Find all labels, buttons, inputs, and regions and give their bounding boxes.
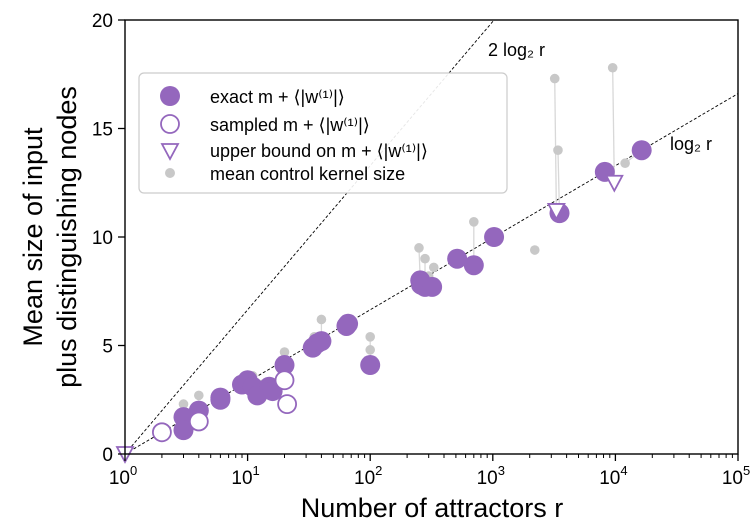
y-axis-ticks: 0 5 10 15 20 [92,11,125,466]
exact-point [463,255,484,276]
x-axis-label: Number of attractors r [301,493,564,523]
exact-point [484,227,505,247]
legend-marker-upper-bound [160,143,180,161]
sampled-point [188,411,209,432]
exact-point [631,140,652,161]
legend-box [138,72,508,194]
legend-label-sampled: sampled m + ⟨|w⁽¹⁾|⟩ [210,115,370,135]
control-kernel-point [549,73,560,84]
connector-line [554,78,558,211]
sampled-point [274,370,295,391]
annotation-log2r: log₂ r [670,134,712,154]
sampled-point [277,394,298,414]
exact-point [447,248,468,269]
exact-point [422,276,443,297]
x-tick-label: 102 [354,463,382,489]
upper-bound-point [546,203,566,221]
control-kernel-point [194,390,204,401]
control-kernel-point [420,253,430,264]
reference-line-0 [125,20,495,454]
x-tick-label: 101 [231,463,259,489]
x-axis-ticks: 100 101 102 103 104 105 [109,454,750,489]
sampled-point [152,422,172,443]
y-tick-label: 5 [102,337,113,358]
exact-point [360,355,381,376]
x-tick-label: 105 [722,463,750,489]
connector-line [612,67,615,183]
control-kernel-point [316,314,327,325]
control-kernel-point [365,345,376,355]
x-tick-label: 103 [477,463,505,489]
legend-label-control-kernel: mean control kernel size [210,164,405,184]
legend-label-upper-bound: upper bound on m + ⟨|w⁽¹⁾|⟩ [210,141,428,161]
control-kernel-point [414,243,424,253]
upper-bound-point [604,174,624,193]
annotation-2log2r: 2 log₂ r [488,40,545,60]
y-tick-label: 0 [102,445,113,466]
y-tick-label: 15 [92,120,113,141]
legend: exact m + ⟨|w⁽¹⁾|⟩ sampled m + ⟨|w⁽¹⁾|⟩ … [138,72,508,194]
connector-line [557,150,561,214]
y-tick-label: 10 [92,228,113,249]
control-kernel-point [469,217,479,227]
control-kernel-point [178,399,189,409]
reference-lines [125,20,738,454]
legend-marker-control-kernel [165,168,175,178]
y-axis-label-line2: plus distinguishing nodes [52,86,82,388]
legend-marker-sampled [160,114,180,134]
control-kernel-point [529,245,540,255]
legend-marker-exact [160,86,180,106]
y-tick-label: 20 [92,11,113,32]
control-kernel-point [428,262,439,273]
exact-point [274,355,295,376]
control-kernel-point [620,158,630,169]
control-kernel-point [279,347,290,357]
control-kernel-point [607,62,618,73]
x-tick-label: 104 [599,463,627,489]
exact-point [210,389,231,410]
exact-point [173,420,194,441]
y-axis-label-line1: Mean size of input [18,127,48,347]
exact-point [338,313,359,334]
control-kernel-point [365,332,376,342]
control-kernel-point [553,145,563,155]
x-tick-label: 100 [109,463,137,489]
exact-point [311,331,332,352]
legend-label-exact: exact m + ⟨|w⁽¹⁾|⟩ [210,87,345,107]
